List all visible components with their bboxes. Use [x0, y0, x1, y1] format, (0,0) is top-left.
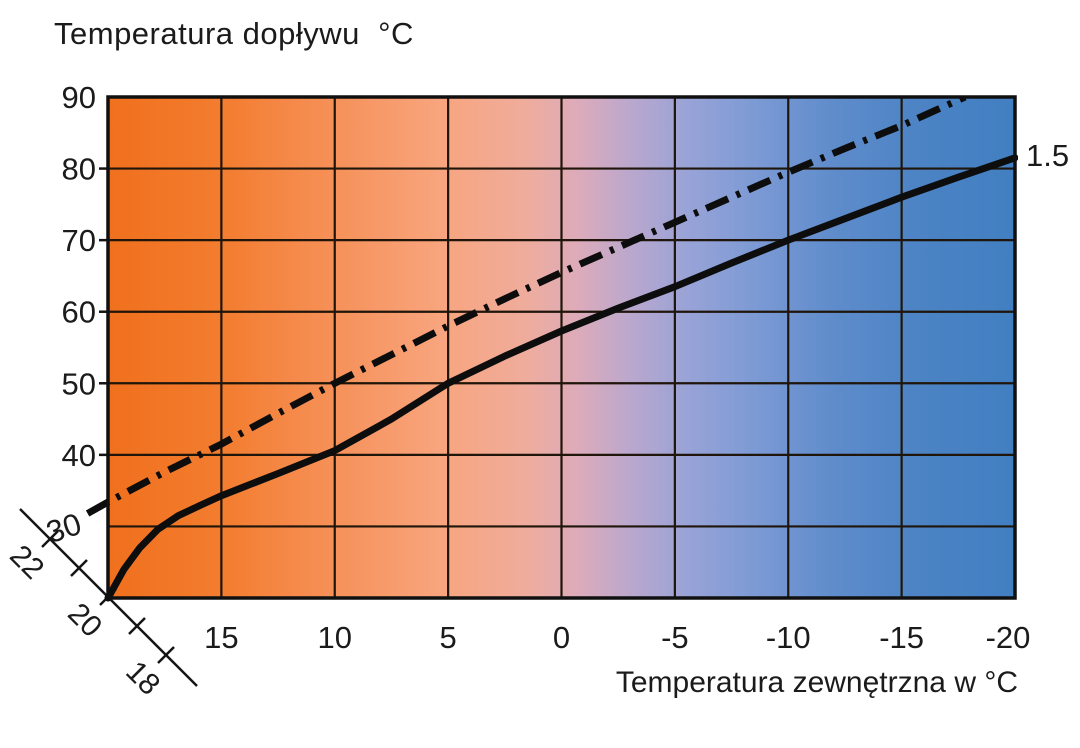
y-tick-label: 60	[62, 295, 96, 330]
x-tick-label: 10	[318, 620, 352, 655]
x-tick-label: -5	[661, 620, 689, 655]
room-temp-tick	[41, 530, 59, 548]
x-tick-label: 15	[204, 620, 238, 655]
y-tick-label: 50	[62, 366, 96, 401]
room-temp-tick	[157, 646, 175, 664]
y-tick-label: 80	[62, 152, 96, 187]
y-tick-label-rotated: 30	[42, 506, 86, 550]
x-axis-title: Temperatura zewnętrzna w °C	[615, 666, 1018, 699]
upper-curve-dash-dot	[85, 96, 967, 517]
curves	[85, 96, 1018, 602]
room-temp-tick	[128, 617, 146, 635]
grid-lines	[108, 97, 1015, 598]
x-tick-label: -15	[879, 620, 924, 655]
x-tick-label: 5	[440, 620, 457, 655]
x-tick-label: 0	[553, 620, 570, 655]
x-tick-label: -20	[986, 620, 1031, 655]
x-tick-label: -10	[766, 620, 811, 655]
y-tick-label: 40	[62, 438, 96, 473]
curve-slope-label: 1.5	[1026, 138, 1070, 173]
supply-temperature-curve-solid	[104, 154, 1018, 602]
y-tick-label: 70	[62, 223, 96, 258]
room-temp-tick	[70, 559, 88, 577]
chart-title: Temperatura dopływu °C	[54, 16, 414, 51]
y-tick-label: 90	[62, 80, 96, 115]
plot-border	[106, 95, 1017, 600]
